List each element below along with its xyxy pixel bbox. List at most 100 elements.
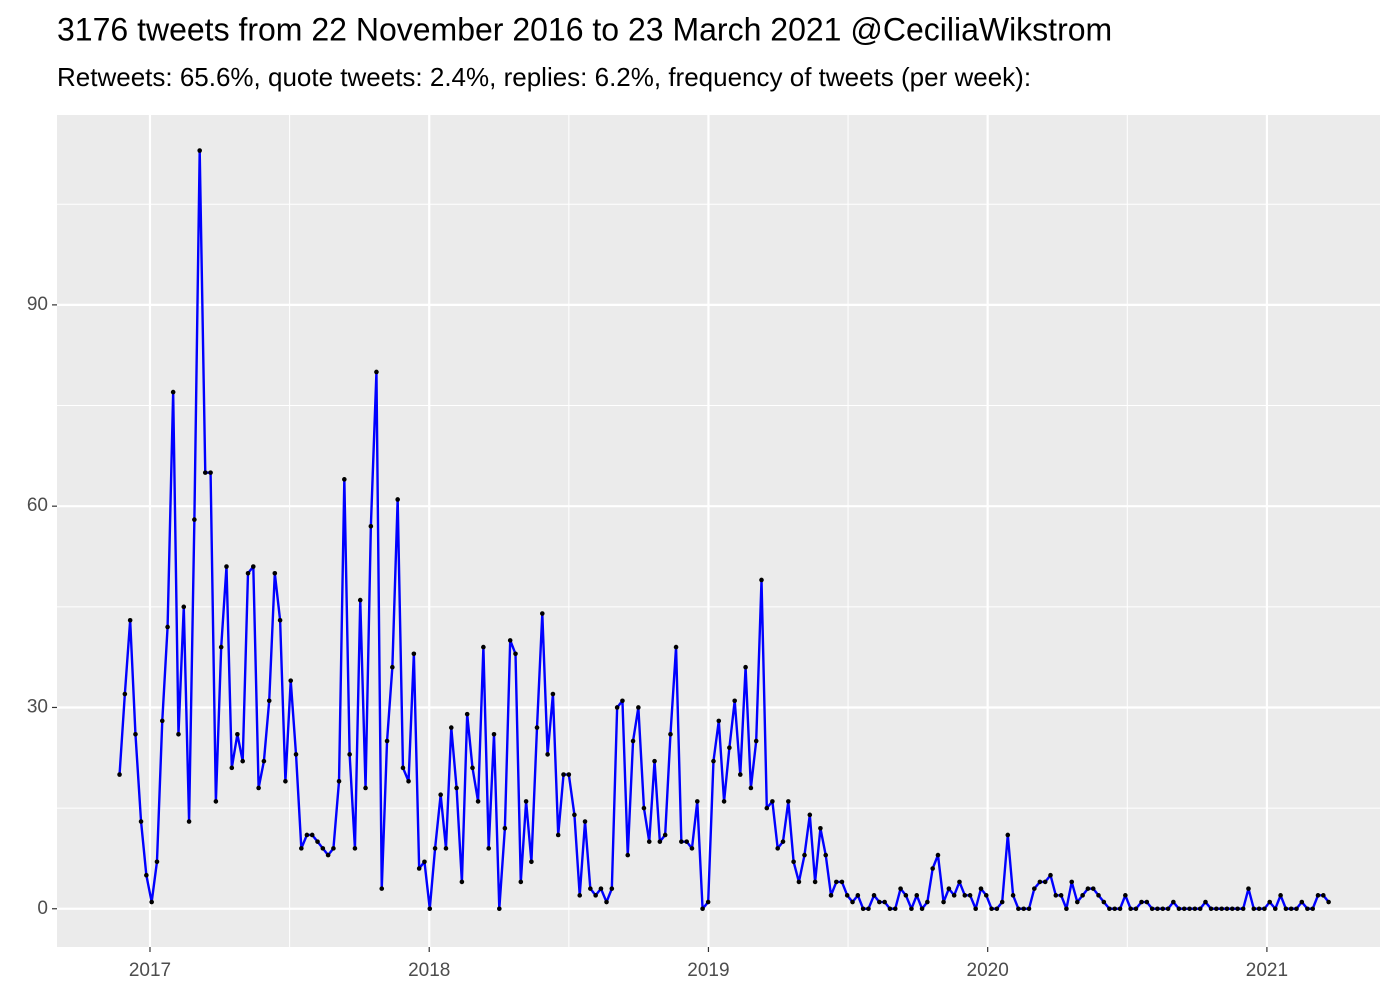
data-point: [684, 839, 689, 844]
data-point: [812, 879, 818, 885]
data-point: [834, 879, 839, 885]
data-point: [1176, 906, 1182, 912]
data-point: [1305, 906, 1310, 912]
data-point: [545, 752, 550, 757]
data-point: [154, 859, 160, 865]
data-point: [572, 812, 577, 818]
data-point: [1219, 906, 1224, 912]
data-point: [679, 839, 684, 844]
y-tick-label: 90: [27, 294, 48, 315]
data-point: [604, 899, 609, 905]
data-point: [903, 893, 909, 898]
data-point: [486, 846, 491, 851]
data-point: [170, 389, 176, 395]
data-point: [497, 906, 502, 912]
data-point: [860, 906, 866, 912]
data-point: [1133, 906, 1139, 912]
data-point: [555, 832, 561, 838]
y-tick-label: 60: [27, 495, 48, 516]
y-tick-label: 30: [27, 696, 48, 717]
x-tick-label: 2020: [967, 960, 1009, 981]
data-point: [828, 893, 834, 898]
x-tick-label: 2017: [129, 960, 171, 981]
data-point: [716, 718, 722, 724]
data-point: [909, 906, 914, 912]
data-point: [165, 624, 170, 630]
data-point: [999, 899, 1005, 905]
data-point: [261, 758, 267, 764]
data-point: [122, 691, 128, 697]
data-point: [347, 752, 352, 757]
data-point: [192, 517, 197, 522]
data-point: [357, 597, 363, 603]
data-point: [507, 638, 513, 643]
data-point: [213, 799, 219, 804]
plot-panel: [57, 115, 1380, 947]
data-point: [1117, 906, 1123, 912]
data-point: [737, 772, 743, 777]
data-point: [427, 906, 433, 912]
data-point: [272, 570, 278, 576]
data-point: [582, 819, 588, 824]
data-point: [283, 778, 288, 784]
data-point: [1283, 906, 1289, 912]
data-point: [796, 879, 802, 885]
data-point: [1016, 906, 1021, 912]
data-point: [315, 839, 320, 844]
data-point: [1267, 899, 1273, 905]
data-point: [1139, 899, 1144, 905]
data-point: [368, 524, 374, 529]
data-point: [967, 893, 973, 898]
data-point: [1278, 893, 1283, 898]
data-point: [1229, 906, 1235, 912]
data-point: [887, 906, 893, 912]
data-point: [245, 570, 251, 576]
data-point: [138, 819, 144, 824]
data-point: [700, 906, 705, 912]
data-point: [727, 745, 732, 751]
data-point: [224, 564, 229, 569]
data-point: [636, 705, 641, 710]
data-point: [743, 664, 748, 670]
data-point: [705, 899, 711, 905]
x-tick-label: 2021: [1246, 960, 1288, 981]
data-point: [363, 785, 368, 791]
data-point: [390, 664, 395, 670]
data-point: [534, 725, 540, 730]
data-point: [235, 732, 240, 737]
data-point: [753, 738, 759, 744]
data-point: [1165, 906, 1171, 912]
data-point: [711, 758, 716, 764]
data-point: [186, 819, 192, 824]
data-point: [561, 772, 566, 777]
data-point: [662, 832, 668, 838]
data-point: [668, 732, 673, 737]
data-point: [379, 886, 385, 891]
data-point: [1144, 899, 1150, 905]
data-point: [780, 839, 786, 844]
data-point: [630, 738, 636, 744]
data-point: [646, 839, 652, 844]
data-point: [309, 832, 315, 838]
data-point: [791, 859, 796, 865]
data-point: [1240, 906, 1246, 912]
data-point: [293, 752, 299, 757]
data-point: [694, 799, 700, 804]
data-point: [657, 839, 663, 844]
data-point: [443, 846, 449, 851]
data-point: [1262, 906, 1267, 912]
data-point: [566, 772, 572, 777]
data-point: [513, 651, 518, 657]
data-point: [823, 852, 829, 858]
data-point: [475, 799, 481, 804]
data-point: [464, 711, 470, 717]
data-point: [1026, 906, 1032, 912]
data-point: [342, 477, 347, 482]
data-point: [935, 852, 941, 858]
data-point: [218, 644, 224, 650]
data-point: [652, 758, 657, 764]
data-point: [400, 765, 406, 771]
data-point: [598, 886, 604, 891]
data-point: [127, 617, 133, 623]
data-point: [983, 893, 989, 898]
